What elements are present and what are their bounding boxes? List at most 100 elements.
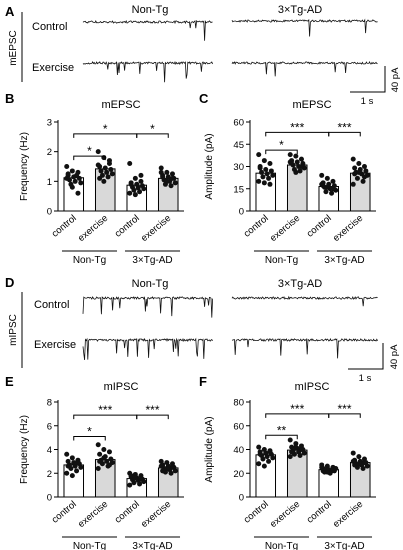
data-point	[297, 452, 303, 458]
trace-a-row-exercise: Exercise	[32, 62, 74, 74]
y-tick-label: 8	[47, 398, 52, 409]
data-point	[127, 190, 133, 196]
data-point	[298, 156, 304, 162]
trace-a-scalebar	[350, 66, 386, 93]
data-point	[104, 169, 110, 175]
group-label: Non-Tg	[73, 255, 106, 266]
panel-label-d: D	[5, 275, 14, 290]
data-point	[324, 175, 330, 181]
y-axis-label: Frequency (Hz)	[19, 415, 30, 484]
data-point	[132, 475, 138, 481]
data-point	[69, 184, 75, 190]
data-point	[256, 178, 262, 184]
x-tick-label: exercise	[268, 213, 302, 244]
data-point	[160, 174, 166, 180]
x-tick-label: exercise	[331, 213, 365, 244]
y-tick-label: 20	[233, 469, 244, 480]
data-point	[128, 473, 134, 479]
trace-a-3xtg-control	[231, 18, 378, 37]
data-point	[169, 464, 175, 470]
significance-label: ***	[337, 402, 351, 416]
data-point	[164, 466, 170, 471]
data-point	[260, 174, 266, 180]
trace-d-scale-x: 1 s	[359, 373, 372, 384]
y-axis-label: Amplitude (pA)	[204, 133, 215, 199]
data-point	[287, 454, 293, 460]
x-tick-label: exercise	[331, 499, 365, 530]
data-point	[352, 165, 358, 171]
data-point	[127, 161, 133, 167]
y-tick-label: 2	[47, 469, 52, 480]
data-point	[69, 473, 75, 479]
data-point	[356, 169, 362, 175]
data-point	[168, 470, 174, 476]
group-label: Non-Tg	[73, 541, 106, 550]
data-point	[270, 172, 276, 178]
data-point	[137, 189, 143, 195]
chart-title: mEPSC	[101, 99, 140, 111]
data-point	[289, 161, 295, 167]
data-point	[72, 463, 78, 469]
data-point	[352, 462, 358, 468]
data-point	[293, 153, 299, 159]
data-point	[109, 171, 115, 177]
y-tick-label: 4	[47, 445, 52, 456]
data-point	[256, 152, 262, 158]
data-point	[98, 168, 104, 174]
trace-d-nontg-control	[82, 296, 213, 318]
data-point	[301, 450, 307, 456]
group-label: 3×Tg-AD	[132, 541, 172, 550]
data-point	[330, 186, 336, 192]
data-point	[268, 168, 274, 174]
x-tick-label: control	[113, 499, 142, 526]
data-point	[164, 178, 170, 184]
y-tick-label: 6	[47, 421, 52, 432]
trace-a-nontg-exercise	[82, 60, 213, 83]
data-point	[293, 441, 299, 447]
trace-a-scale-x: 1 s	[361, 96, 374, 107]
data-point	[64, 175, 70, 181]
data-point	[320, 183, 326, 189]
data-point	[101, 447, 107, 452]
data-point	[74, 172, 80, 178]
data-point	[95, 149, 101, 155]
significance-label: *	[87, 424, 92, 438]
data-point	[101, 178, 107, 184]
data-point	[320, 468, 326, 474]
panel-label-c: C	[199, 91, 209, 106]
data-point	[293, 169, 299, 175]
data-point	[172, 180, 178, 186]
chart-title: mIPSC	[295, 381, 330, 393]
data-point	[69, 455, 75, 461]
data-point	[158, 169, 164, 175]
chart-title: mEPSC	[292, 99, 331, 111]
data-point	[350, 450, 356, 456]
data-point	[356, 454, 362, 460]
data-point	[172, 468, 178, 474]
data-point	[352, 171, 358, 177]
data-point	[97, 451, 103, 457]
group-label: Non-Tg	[265, 541, 298, 550]
significance-label: ***	[290, 402, 304, 416]
data-point	[298, 447, 304, 452]
data-point	[141, 186, 147, 192]
data-point	[164, 169, 170, 175]
significance-bracket	[136, 414, 169, 420]
data-point	[264, 171, 270, 177]
y-tick-label: 0	[47, 493, 52, 504]
y-tick-label: 40	[233, 445, 244, 456]
significance-label: ***	[337, 120, 351, 134]
data-point	[64, 451, 70, 457]
x-tick-label: control	[242, 499, 271, 526]
trace-a-col-right: 3×Tg-AD	[278, 4, 322, 16]
data-point	[158, 463, 164, 469]
data-point	[108, 166, 114, 172]
data-point	[297, 168, 303, 174]
trace-d-ylabel: mIPSC	[8, 314, 19, 346]
data-point	[356, 461, 362, 467]
trace-d-scale-y: 40 pA	[389, 344, 400, 369]
data-point	[289, 449, 295, 455]
data-point	[78, 464, 84, 470]
